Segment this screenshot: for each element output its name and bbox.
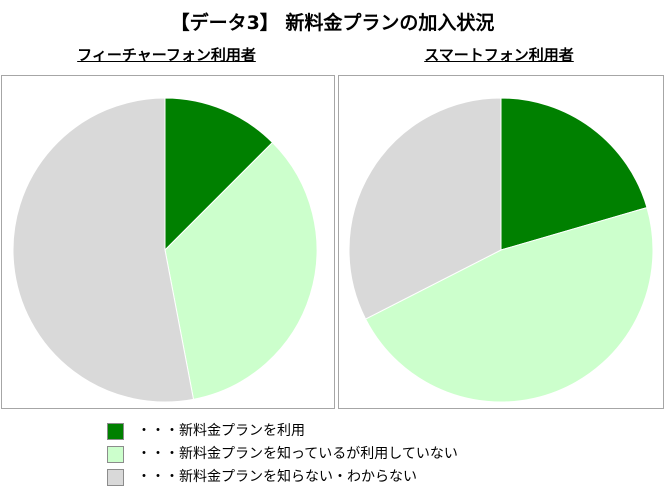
pie-slice-unknown-feature-phone (12, 97, 195, 403)
pie-slice-known-not-used-feature-phone (164, 141, 318, 400)
page-title: 【データ3】 新料金プランの加入状況 (170, 12, 495, 34)
pie-slice-used-feature-phone (164, 97, 274, 252)
legend-swatch-unknown (107, 469, 124, 486)
legend-label-unknown: ・・・新料金プランを知らない・わからない (137, 469, 417, 485)
legend-label-used: ・・・新料金プランを利用 (137, 423, 305, 439)
pie-slice-unknown-smartphone (348, 97, 502, 320)
pie-slice-known-not-used-smartphone (364, 206, 654, 403)
pie-slice-used-smartphone (500, 97, 648, 251)
pie-svg-smartphone (348, 97, 654, 403)
chart-title-feature-phone: フィーチャーフォン利用者 (77, 46, 256, 64)
pie-chart-feature-phone (1, 75, 335, 409)
legend-swatch-used (107, 423, 124, 440)
legend-swatch-known-not-used (107, 446, 124, 463)
pie-svg-feature-phone (12, 97, 318, 403)
chart-title-smartphone: スマートフォン利用者 (424, 46, 574, 64)
pie-chart-smartphone (338, 75, 664, 409)
legend-label-known-not-used: ・・・新料金プランを知っているが利用していない (137, 446, 458, 462)
